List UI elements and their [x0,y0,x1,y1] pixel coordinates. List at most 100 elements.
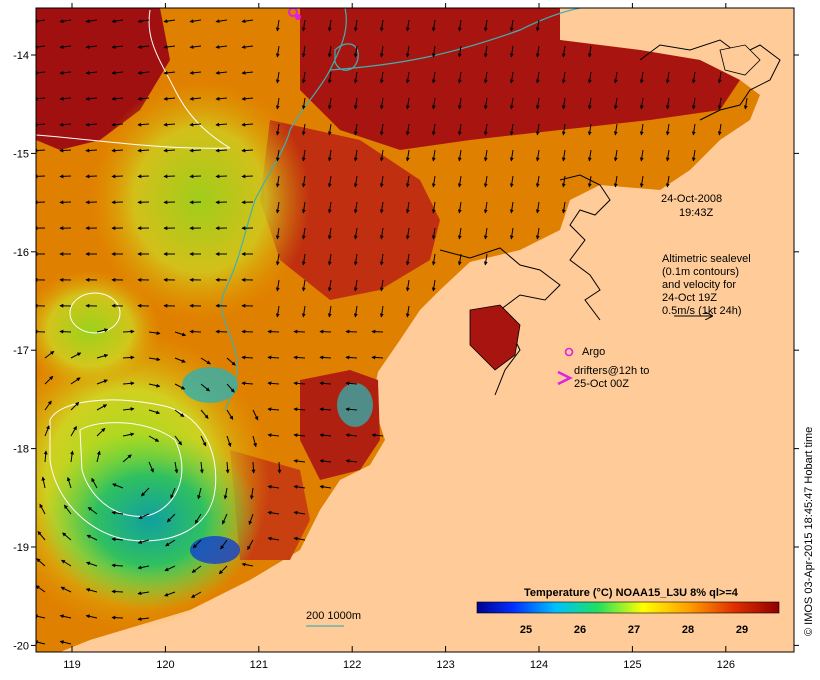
velocity-arrow [215,174,228,179]
velocity-arrow [174,409,185,418]
lon-tick-label: 123 [436,659,454,671]
velocity-arrow [85,96,98,101]
velocity-arrow [194,513,202,524]
velocity-arrow [165,539,176,547]
velocity-arrow [665,149,670,162]
velocity-arrow [457,149,462,162]
velocity-arrow [327,175,332,188]
velocity-arrow [345,433,358,438]
velocity-arrow [192,539,202,549]
velocity-arrow [200,409,209,419]
velocity-arrow [431,149,436,162]
lon-tick-label: 119 [63,659,81,671]
velocity-arrow [215,44,228,49]
velocity-arrow [587,97,592,110]
velocity-arrow [252,435,257,448]
velocity-arrow [275,123,280,136]
velocity-arrow [36,329,46,334]
velocity-arrow [327,19,332,32]
velocity-arrow [200,383,211,392]
velocity-arrow [247,539,254,551]
velocity-arrow [587,175,592,188]
velocity-arrow [301,279,306,292]
velocity-arrow [691,97,696,110]
velocity-arrow [293,484,306,489]
velocity-arrow [613,149,618,162]
velocity-arrow [112,483,124,489]
velocity-arrow [215,329,228,334]
velocity-arrow [691,71,696,84]
velocity-arrow [301,305,306,318]
velocity-arrow [70,425,77,437]
velocity-arrow [96,427,106,437]
velocity-arrow [61,559,72,567]
velocity-arrow [36,148,46,153]
velocity-arrow [59,19,72,24]
velocity-arrow [405,45,410,58]
velocity-arrow [267,484,280,489]
velocity-arrow [535,71,540,84]
drifters-legend-line: 25-Oct 00Z [574,378,629,390]
velocity-arrow [639,71,644,84]
velocity-arrow [44,425,50,437]
velocity-arrow [275,253,280,266]
velocity-arrow [509,123,514,136]
velocity-arrow [241,329,254,334]
lon-tick-label: 126 [717,659,735,671]
velocity-arrow [174,331,187,337]
velocity-arrow [59,640,72,645]
velocity-arrow [483,227,488,240]
velocity-arrow [301,123,306,136]
velocity-arrow [275,201,280,214]
velocity-arrow [148,435,160,442]
velocity-arrow [163,96,176,101]
velocity-arrow [66,476,72,489]
velocity-arrow [431,97,436,110]
velocity-arrow [36,122,46,127]
velocity-arrow [220,539,228,550]
velocity-arrow [87,506,98,515]
velocity-arrow [111,537,124,542]
velocity-arrow [85,588,98,593]
lat-tick-label: -19 [13,542,29,554]
velocity-arrow [535,201,540,214]
velocity-arrow [275,149,280,162]
velocity-arrow [457,19,462,32]
velocity-arrow [379,123,384,136]
velocity-arrow [122,381,135,386]
velocity-arrow [379,19,384,32]
velocity-arrow [561,201,566,214]
date-label: 24-Oct-2008 [661,193,722,205]
velocity-arrow [148,461,154,473]
velocity-arrow [85,174,98,179]
velocity-arrow [96,450,101,463]
velocity-arrow [379,201,384,214]
velocity-arrow [36,174,46,179]
coastline [559,174,611,321]
velocity-arrow [327,123,332,136]
velocity-arrow [164,591,176,597]
velocity-arrow [639,175,644,188]
velocity-arrow [457,175,462,188]
lat-tick-label: -15 [13,148,29,160]
velocity-arrow [249,487,254,500]
lat-tick-label: -20 [13,640,29,652]
velocity-arrow [319,407,332,412]
velocity-arrow [275,305,280,318]
velocity-arrow [483,71,488,84]
velocity-arrow [111,148,124,153]
argo-float-marker [288,8,298,17]
lon-tick-label: 120 [156,659,174,671]
velocity-arrow [36,96,46,101]
velocity-arrow [431,19,436,32]
velocity-arrow [405,227,410,240]
lon-tick-label: 122 [343,659,361,671]
velocity-arrow [267,329,280,334]
isobath-loop [334,43,359,71]
velocity-arrow [379,227,384,240]
velocity-arrow [353,19,358,32]
velocity-arrow [319,355,332,360]
velocity-arrow [200,357,211,365]
velocity-arrow [561,45,566,58]
velocity-arrow [353,201,358,214]
